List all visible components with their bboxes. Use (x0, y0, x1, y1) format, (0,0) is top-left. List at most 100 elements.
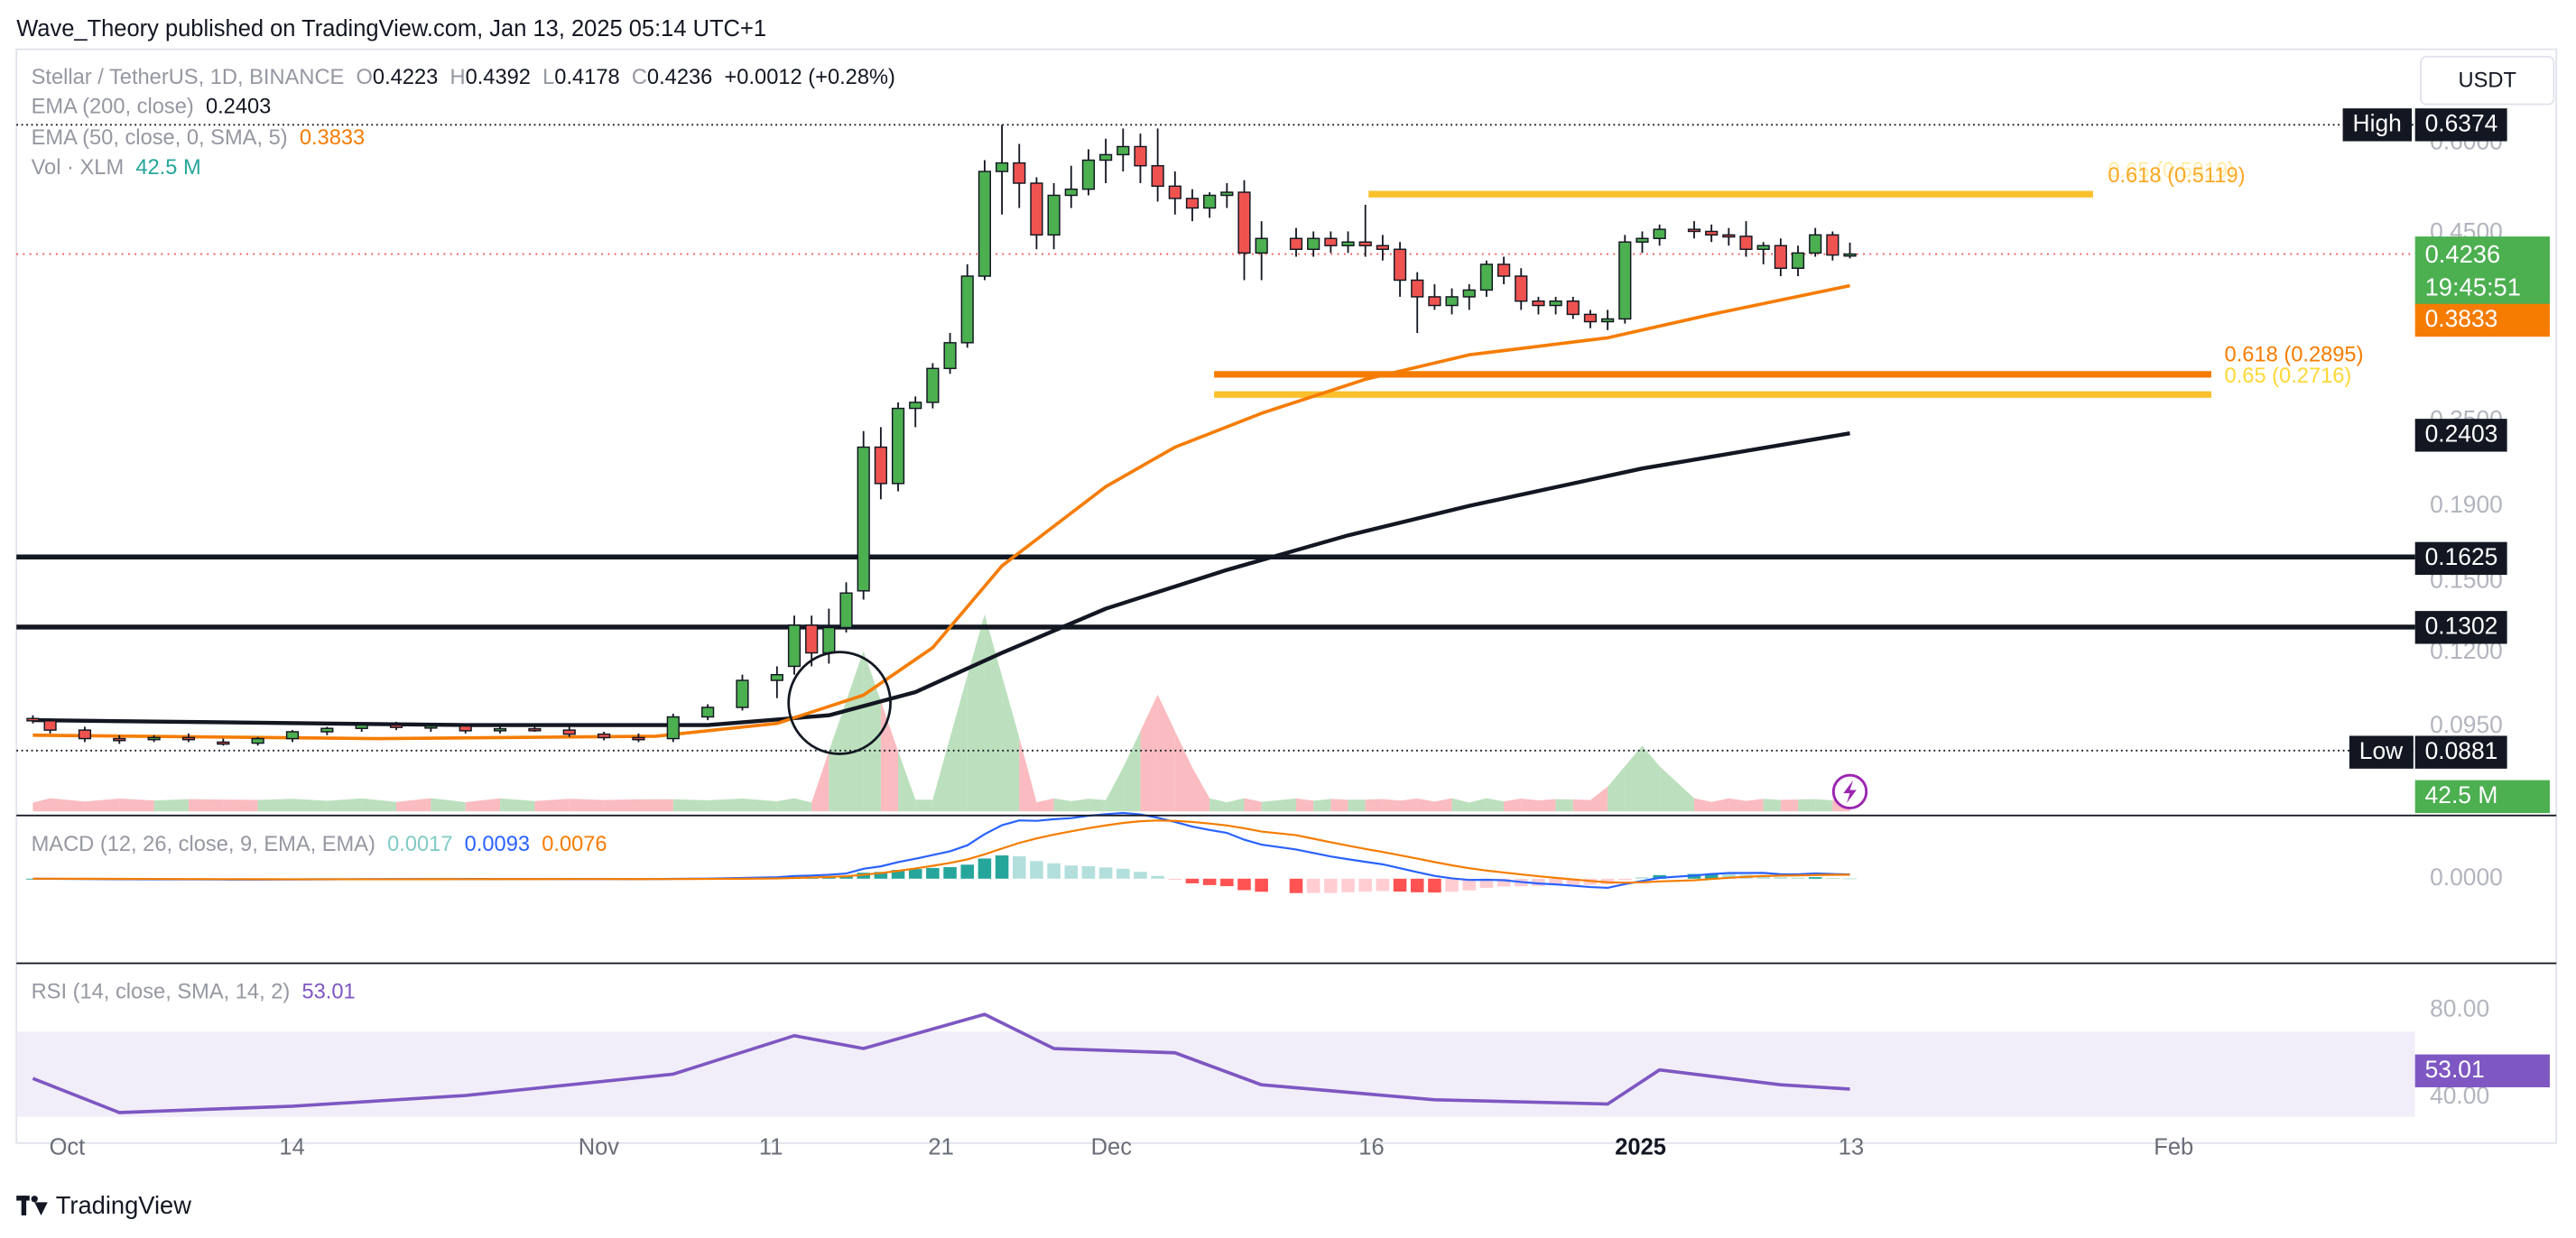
symbol-legend[interactable]: Stellar / TetherUS, 1D, BINANCE O0.4223 … (32, 64, 895, 88)
ema50-legend[interactable]: EMA (50, close, 0, SMA, 5) 0.3833 (32, 125, 366, 149)
candle-body (26, 717, 40, 722)
candle-body (1445, 296, 1459, 307)
volume-segment (1625, 745, 1643, 812)
high-value: 0.4392 (465, 63, 531, 89)
volume-segment (1486, 798, 1505, 812)
time-tick: 14 (279, 1132, 305, 1160)
candle-body (1307, 237, 1320, 251)
macd-hist-bar (891, 870, 905, 879)
pane-separator-rsi[interactable] (16, 962, 2557, 965)
rsi-band (16, 1031, 2415, 1117)
candle-body (1047, 194, 1061, 236)
macd-hist-bar (1341, 878, 1355, 892)
macd-hist-bar (1549, 878, 1562, 886)
pane-separator-macd[interactable] (16, 814, 2557, 817)
candle-body (1566, 300, 1580, 316)
volume-segment (708, 799, 743, 812)
candle-body (1030, 182, 1043, 236)
volume-segment (846, 651, 864, 812)
alert-icon[interactable] (1831, 773, 1868, 809)
macd-hist-bar (1030, 861, 1043, 879)
candle-body (598, 733, 611, 739)
volume-segment (188, 799, 224, 812)
candle-body (389, 724, 403, 728)
macd-hist-bar (1774, 877, 1788, 879)
volume-segment (1019, 737, 1037, 812)
volume-legend[interactable]: Vol · XLM 42.5 M (32, 154, 201, 179)
candle-body (822, 626, 836, 654)
candle-body (1583, 313, 1598, 323)
macd-hist-bar (1808, 877, 1822, 879)
candle-body (1168, 185, 1181, 199)
candle-body (1843, 253, 1857, 257)
volume-segment (950, 676, 968, 812)
high-tag-value: 0.6374 (2414, 108, 2508, 142)
candle-body (43, 720, 57, 731)
volume-segment (1002, 676, 1020, 812)
candle-body (1255, 237, 1268, 254)
candle-body (78, 729, 92, 740)
chart-frame (15, 48, 2558, 1144)
volume-area (32, 614, 1850, 812)
footer-brand[interactable]: TradingView (16, 1192, 191, 1220)
currency-button[interactable]: USDT (2420, 55, 2555, 106)
candle-body (1826, 234, 1839, 256)
macd-hist-bar (1324, 878, 1338, 893)
ema200-legend[interactable]: EMA (200, close) 0.2403 (32, 94, 272, 118)
candle-body (493, 727, 507, 732)
candle-body (1013, 162, 1026, 184)
candle-body (1203, 194, 1217, 209)
candle-body (562, 729, 576, 735)
candle-body (1601, 318, 1615, 323)
macd-hist-bar (1756, 875, 1770, 879)
rsi-legend[interactable]: RSI (14, close, SMA, 14, 2) 53.01 (32, 979, 356, 1003)
candle-body (1462, 289, 1476, 298)
macd-signal-line (32, 819, 1850, 884)
macd-axis-zero: 0.0000 (2430, 865, 2503, 892)
macd-hist-bar (1635, 877, 1649, 879)
fib-label-upper: 0.618 (0.5119) (2108, 162, 2246, 188)
current-price-tag: 0.4236 19:45:51 (2414, 236, 2550, 306)
candle-body (960, 275, 974, 344)
fib-label-65: 0.65 (0.2716) (2224, 363, 2352, 388)
candle-body (1081, 159, 1096, 190)
macd-legend[interactable]: MACD (12, 26, close, 9, EMA, EMA) 0.0017… (32, 831, 607, 855)
volume-segment (1451, 798, 1469, 812)
candle-body (943, 342, 957, 370)
support-tag-1: 0.1625 (2414, 541, 2508, 576)
time-tick: Oct (49, 1132, 86, 1160)
candle-body (285, 731, 300, 740)
candle-body (1739, 236, 1753, 251)
candle-body (181, 736, 196, 741)
rsi-path (32, 1012, 1850, 1114)
rsi-axis-40: 40.00 (2430, 1084, 2490, 1111)
volume-segment (1815, 799, 1833, 812)
candle-body (926, 367, 940, 403)
candle-body (1064, 188, 1078, 197)
volume-segment (742, 799, 777, 812)
volume-segment (327, 798, 362, 812)
close-value: 0.4236 (646, 63, 713, 89)
candle-body (1151, 164, 1164, 188)
macd-hist-bar (1376, 878, 1390, 892)
macd-hist-bar (1410, 878, 1424, 892)
macd-hist-bar (1185, 878, 1200, 883)
candle-body (1479, 263, 1494, 291)
candle-body (217, 741, 230, 745)
candle-body (459, 725, 472, 732)
low-tag-value: 0.0881 (2414, 735, 2508, 769)
close-label: C (631, 63, 647, 89)
macd-hist-bar (1306, 878, 1320, 893)
volume-segment (1106, 767, 1124, 812)
volume-segment (1521, 799, 1539, 812)
volume-segment (1728, 798, 1747, 812)
volume-segment (1642, 745, 1660, 812)
fib-label-618: 0.618 (0.2895) (2224, 341, 2364, 366)
volume-segment (829, 700, 847, 812)
volume-segment (500, 798, 535, 812)
candle-body (995, 162, 1009, 172)
volume-segment (1608, 766, 1626, 812)
rsi-tag: 53.01 (2414, 1054, 2550, 1087)
volume-segment (880, 700, 899, 812)
